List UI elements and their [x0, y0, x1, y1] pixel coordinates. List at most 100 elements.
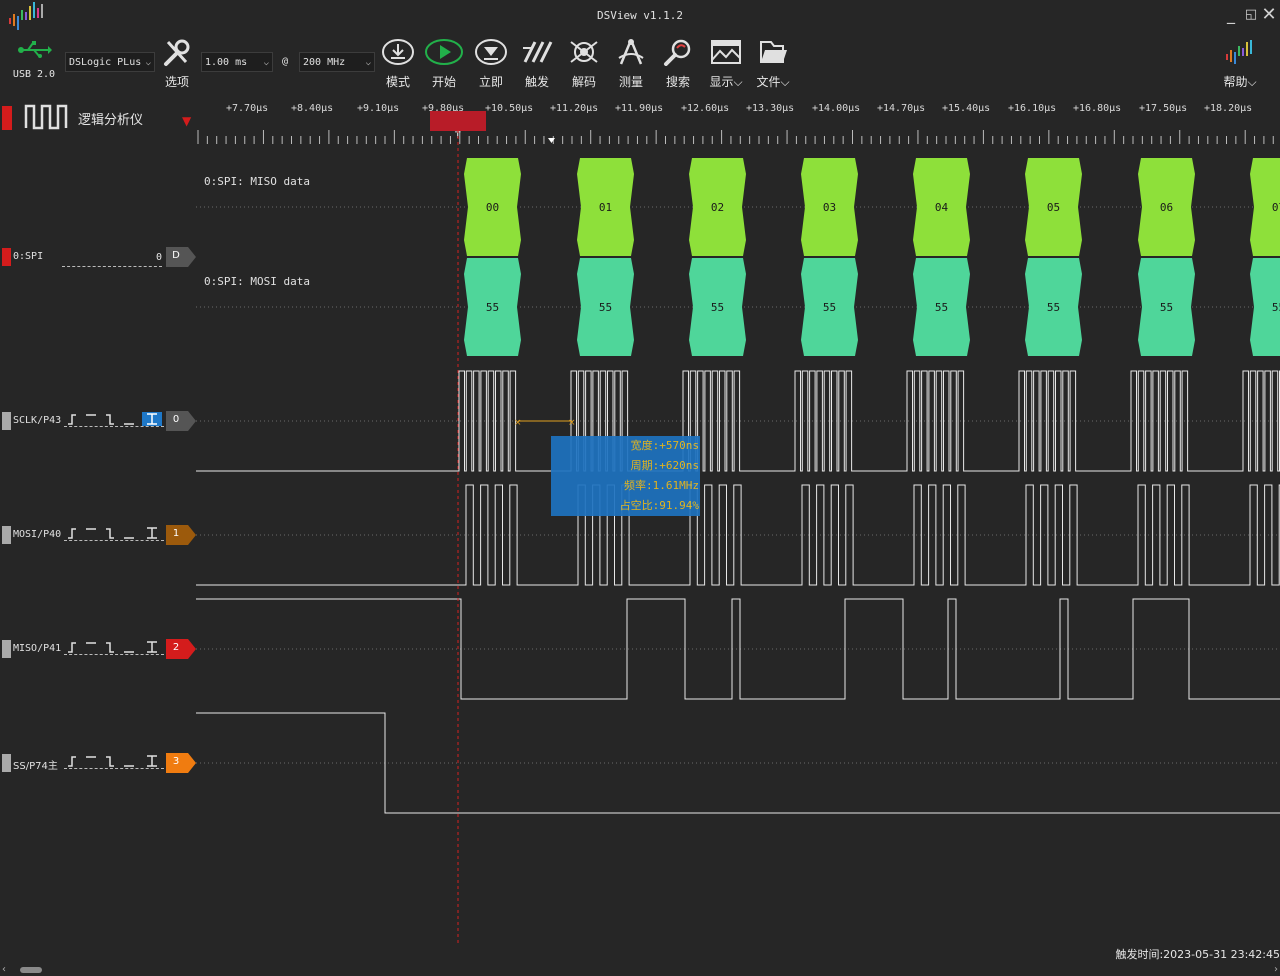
scroll-left-icon[interactable]: ‹	[2, 964, 6, 975]
measure-button[interactable]: 测量	[607, 38, 655, 90]
tooltip-period: 周期:+620ns	[630, 459, 699, 472]
trigger-label: 触发	[524, 75, 549, 89]
decode-hex[interactable]	[464, 158, 521, 256]
mode-color-marker	[2, 106, 12, 130]
mosi-decode-row: 55 55 55 55 55 55 55 55	[464, 258, 1280, 356]
decode-icon	[570, 41, 598, 63]
decode-hex[interactable]	[689, 158, 746, 256]
ruler-label: +7.70μs	[226, 103, 269, 114]
play-icon	[425, 39, 463, 65]
trigger-options[interactable]	[64, 526, 164, 541]
app-logo-icon	[9, 2, 43, 30]
decode-value: 01	[599, 201, 612, 214]
decode-hex[interactable]	[1250, 258, 1280, 356]
decode-hex[interactable]	[1025, 158, 1082, 256]
decode-hex[interactable]	[1025, 258, 1082, 356]
options-label: 选项	[164, 75, 189, 89]
decode-hex[interactable]	[801, 258, 858, 356]
trigger-button[interactable]: 触发	[513, 38, 561, 90]
channel-tag[interactable]	[166, 753, 196, 773]
decode-hex[interactable]	[577, 158, 634, 256]
decode-value: 55	[711, 301, 724, 314]
trigger-edge-icons	[68, 755, 157, 767]
channel-name: MISO/P41	[13, 643, 62, 654]
decode-hex[interactable]	[913, 258, 970, 356]
decode-button[interactable]: 解码	[560, 38, 608, 90]
miso-trace	[196, 598, 1280, 700]
wrench-screwdriver-icon	[164, 39, 190, 66]
mosi-trace	[196, 484, 1280, 586]
display-button[interactable]: 显示⌵	[702, 38, 750, 90]
logic-wave-icon	[24, 104, 68, 130]
help-button[interactable]: 帮助⌵	[1216, 38, 1264, 90]
ruler-label: +13.30μs	[746, 103, 795, 114]
decode-hex[interactable]	[577, 258, 634, 356]
decode-label: 解码	[571, 75, 596, 89]
close-button[interactable]: ✕	[1261, 4, 1277, 25]
start-label: 开始	[431, 75, 456, 89]
measure-label: 测量	[618, 75, 643, 89]
mode-button[interactable]: 模式	[374, 38, 422, 90]
channel-name: SS/P74主	[13, 761, 58, 772]
trigger-options[interactable]	[64, 412, 164, 427]
usb-status: USB 2.0	[10, 38, 58, 80]
decode-hex[interactable]	[913, 158, 970, 256]
restore-button[interactable]: ◱	[1244, 7, 1258, 22]
channel-tag[interactable]	[166, 411, 196, 431]
title-bar: DSView v1.1.2 _ ◱ ✕	[0, 0, 1280, 32]
help-label: 帮助⌵	[1216, 73, 1264, 90]
mosi-row-label: 0:SPI: MOSI data	[204, 275, 310, 288]
chevron-down-icon: ⌵	[365, 58, 371, 68]
trigger-marker[interactable]	[430, 111, 486, 131]
display-text: 显示	[709, 75, 734, 89]
channel-tag[interactable]	[166, 639, 196, 659]
channel-index: 1	[172, 528, 180, 539]
sample-rate-select[interactable]: 200 MHz ⌵	[299, 52, 375, 72]
channel-color-marker	[2, 526, 11, 544]
decode-value: 55	[599, 301, 612, 314]
file-button[interactable]: 文件⌵	[749, 38, 797, 90]
measure-tooltip: 宽度:+570ns 周期:+620ns 频率:1.61MHz 占空比:91.94…	[551, 436, 700, 516]
decode-value: 04	[935, 201, 949, 214]
start-button[interactable]: 开始	[420, 38, 468, 90]
signal-traces	[196, 370, 1280, 814]
chevron-down-icon: ⌵	[780, 75, 790, 89]
mode-label: 模式	[385, 75, 410, 89]
folder-open-icon	[760, 41, 787, 63]
tooltip-width: 宽度:+570ns	[630, 439, 699, 452]
search-button[interactable]: 搜索	[654, 38, 702, 90]
decode-value: 02	[711, 201, 724, 214]
channel-tag[interactable]	[166, 525, 196, 545]
options-button[interactable]: 选项	[153, 38, 201, 90]
horizontal-scrollbar[interactable]: ‹ ›	[0, 964, 1280, 976]
trigger-options[interactable]	[64, 754, 164, 769]
device-select[interactable]: DSLogic PLus ⌵	[65, 52, 155, 72]
decode-hex[interactable]	[1138, 158, 1195, 256]
caret-down-icon[interactable]: ▼	[182, 114, 192, 128]
ruler-label: +14.00μs	[812, 103, 861, 114]
ruler-label: +10.50μs	[485, 103, 534, 114]
scroll-right-icon[interactable]: ›	[1274, 964, 1278, 975]
decode-hex[interactable]	[1250, 158, 1280, 256]
duration-select[interactable]: 1.00 ms ⌵	[201, 52, 273, 72]
decode-value: 03	[823, 201, 836, 214]
cursor-marker-icon[interactable]	[548, 138, 555, 143]
instant-button[interactable]: 立即	[467, 38, 515, 90]
scroll-thumb[interactable]	[20, 967, 42, 973]
chevron-down-icon: ⌵	[263, 58, 269, 68]
minimize-button[interactable]: _	[1227, 5, 1235, 24]
decode-hex[interactable]	[801, 158, 858, 256]
file-label: 文件⌵	[749, 73, 797, 90]
search-label: 搜索	[665, 75, 690, 89]
decoder-tag[interactable]	[166, 247, 196, 267]
decode-hex[interactable]	[464, 258, 521, 356]
decoder-value: 0	[62, 252, 162, 267]
trigger-options[interactable]	[64, 640, 164, 655]
decode-hex[interactable]	[689, 258, 746, 356]
ss-trace	[196, 712, 1280, 814]
search-icon	[664, 39, 691, 66]
decode-value: 55	[1272, 301, 1280, 314]
decode-hex[interactable]	[1138, 258, 1195, 356]
trigger-edge-icons	[68, 527, 157, 539]
